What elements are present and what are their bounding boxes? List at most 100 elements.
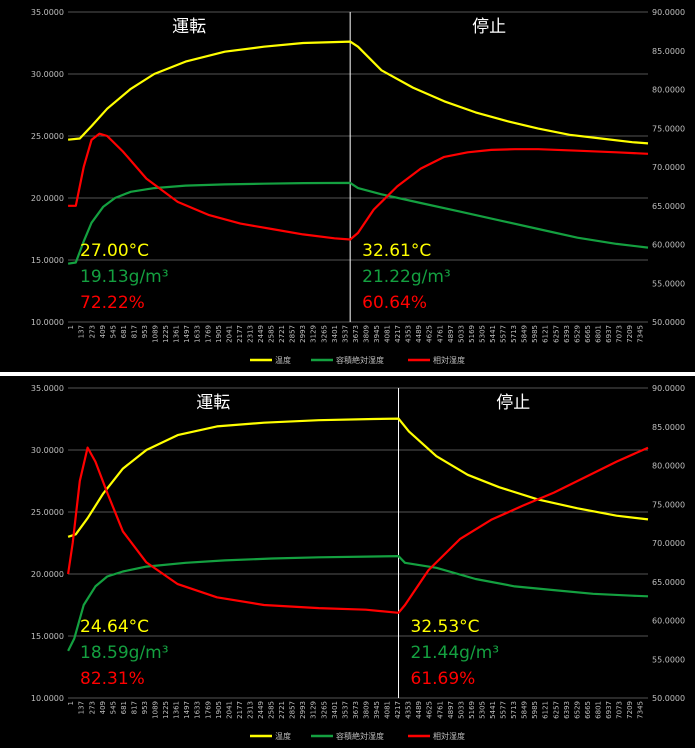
left-axis-tick-label: 20.0000 xyxy=(31,194,64,203)
left-axis-tick-label: 10.0000 xyxy=(31,694,64,703)
x-axis-tick-label: 2585 xyxy=(268,701,276,719)
x-axis-tick-label: 273 xyxy=(88,325,96,338)
right-axis-tick-label: 55.0000 xyxy=(652,655,685,664)
x-axis-tick-label: 1497 xyxy=(183,701,191,719)
right-axis-tick-label: 75.0000 xyxy=(652,500,685,509)
panel-divider xyxy=(0,372,695,376)
x-axis-tick-label: 6121 xyxy=(542,701,550,719)
right-axis-tick-label: 85.0000 xyxy=(652,47,685,56)
series-line-abs_humidity xyxy=(67,555,649,652)
x-axis-tick-label: 5033 xyxy=(457,325,465,343)
x-axis-tick-label: 3129 xyxy=(310,325,318,343)
x-axis-tick-label: 6529 xyxy=(573,325,581,343)
x-axis-tick-label: 681 xyxy=(120,325,128,338)
x-axis-tick-label: 5849 xyxy=(521,701,529,719)
x-axis-tick-label: 4761 xyxy=(436,701,444,719)
x-axis-tick-label: 7073 xyxy=(616,325,624,343)
x-axis-tick-label: 1225 xyxy=(162,325,170,343)
x-axis-tick-label: 7209 xyxy=(626,701,634,719)
annotation-left-temperature: 24.64°C xyxy=(80,617,149,637)
annotation-right-abs-humidity: 21.22g/m³ xyxy=(362,267,451,287)
x-axis-tick-label: 5577 xyxy=(500,325,508,343)
series-line-abs_humidity xyxy=(67,181,649,265)
x-axis-tick-label: 2177 xyxy=(236,325,244,343)
x-axis-tick-label: 4217 xyxy=(394,701,402,719)
x-axis-tick-label: 3809 xyxy=(362,701,370,719)
x-axis-tick-label: 3537 xyxy=(341,701,349,719)
x-axis-tick-label: 953 xyxy=(141,701,149,714)
left-axis-tick-label: 25.0000 xyxy=(31,508,64,517)
x-axis-tick-label: 4081 xyxy=(384,325,392,343)
left-axis-tick-label: 35.0000 xyxy=(31,384,64,393)
x-axis-tick-label: 5713 xyxy=(510,701,518,719)
x-axis-tick-label: 2449 xyxy=(257,325,265,343)
right-axis-tick-label: 70.0000 xyxy=(652,163,685,172)
x-axis-tick-label: 6665 xyxy=(584,701,592,719)
x-axis-tick-label: 3673 xyxy=(352,701,360,719)
x-axis-tick-label: 4897 xyxy=(447,325,455,343)
x-axis-tick-label: 6393 xyxy=(563,701,571,719)
phase-label-stopped: 停止 xyxy=(496,393,530,413)
chart-svg-top: 10.0000 15.0000 20.0000 25.0000 30.0000 35.00… xyxy=(31,8,685,365)
annotation-right-temperature: 32.61°C xyxy=(362,241,431,261)
left-axis-tick-label: 35.0000 xyxy=(31,8,64,17)
x-axis-tick-label: 2041 xyxy=(225,701,233,719)
left-axis-tick-label: 15.0000 xyxy=(31,256,64,265)
right-axis-tick-label: 50.0000 xyxy=(652,318,685,327)
x-axis-tick-label: 4761 xyxy=(436,325,444,343)
x-axis-tick-label: 7345 xyxy=(637,701,645,719)
annotation-right-rel-humidity: 60.64% xyxy=(362,293,427,313)
x-axis-tick-label: 7209 xyxy=(626,325,634,343)
x-axis-tick-label: 3673 xyxy=(352,325,360,343)
x-axis-tick-label: 1089 xyxy=(152,325,160,343)
right-axis-tick-label: 90.0000 xyxy=(652,8,685,17)
x-axis-tick-label: 1905 xyxy=(215,325,223,343)
x-axis-tick-label: 2177 xyxy=(236,701,244,719)
right-axis-tick-label: 90.0000 xyxy=(652,384,685,393)
legend-label: 容積絶対湿度 xyxy=(336,731,384,741)
right-axis-tick-label: 60.0000 xyxy=(652,241,685,250)
x-axis-tick-label: 817 xyxy=(130,325,138,338)
annotation-left-rel-humidity: 82.31% xyxy=(80,669,145,689)
x-axis-tick-label: 5713 xyxy=(510,325,518,343)
series-line-temperature xyxy=(67,40,649,145)
x-axis-tick-label: 6393 xyxy=(563,325,571,343)
left-axis-tick-label: 10.0000 xyxy=(31,318,64,327)
x-axis-tick-label: 6801 xyxy=(594,701,602,719)
x-axis-tick-label: 6529 xyxy=(573,701,581,719)
right-axis-tick-label: 85.0000 xyxy=(652,423,685,432)
x-axis-tick-label: 6665 xyxy=(584,325,592,343)
x-axis-tick-label: 1 xyxy=(67,325,75,329)
x-axis-tick-label: 7073 xyxy=(616,701,624,719)
x-axis-tick-label: 1361 xyxy=(173,701,181,719)
annotation-right-rel-humidity: 61.69% xyxy=(411,669,476,689)
x-axis-tick-label: 3945 xyxy=(373,325,381,343)
chart-panel-top: 10.0000 15.0000 20.0000 25.0000 30.0000 35.00… xyxy=(0,0,695,372)
series-line-rel_humidity xyxy=(68,132,649,241)
x-axis-tick-label: 2993 xyxy=(299,325,307,343)
x-axis-tick-label: 4489 xyxy=(415,325,423,343)
left-axis-tick-label: 20.0000 xyxy=(31,570,64,579)
x-axis-tick-label: 3265 xyxy=(320,701,328,719)
x-axis-tick-label: 1905 xyxy=(215,701,223,719)
left-axis-tick-label: 15.0000 xyxy=(31,632,64,641)
x-axis-tick-label: 5985 xyxy=(531,325,539,343)
x-axis-tick-label: 6801 xyxy=(594,325,602,343)
x-axis-tick-label: 4489 xyxy=(415,701,423,719)
x-axis-tick-label: 5169 xyxy=(468,701,476,719)
x-axis-tick-label: 1769 xyxy=(204,701,212,719)
annotation-right-temperature: 32.53°C xyxy=(411,617,480,637)
x-axis-tick-label: 953 xyxy=(141,325,149,338)
right-axis-tick-label: 55.0000 xyxy=(652,279,685,288)
x-axis-tick-label: 137 xyxy=(78,325,86,338)
x-axis-tick-label: 5577 xyxy=(500,701,508,719)
annotation-left-abs-humidity: 19.13g/m³ xyxy=(80,267,169,287)
x-axis-tick-label: 2449 xyxy=(257,701,265,719)
x-axis-tick-label: 1633 xyxy=(194,325,202,343)
legend-label: 相対湿度 xyxy=(433,731,465,741)
annotation-left-abs-humidity: 18.59g/m³ xyxy=(80,643,169,663)
x-axis-tick-label: 4217 xyxy=(394,325,402,343)
right-axis-tick-label: 75.0000 xyxy=(652,124,685,133)
x-axis-tick-label: 2313 xyxy=(246,325,254,343)
phase-label-running: 運転 xyxy=(172,17,206,37)
